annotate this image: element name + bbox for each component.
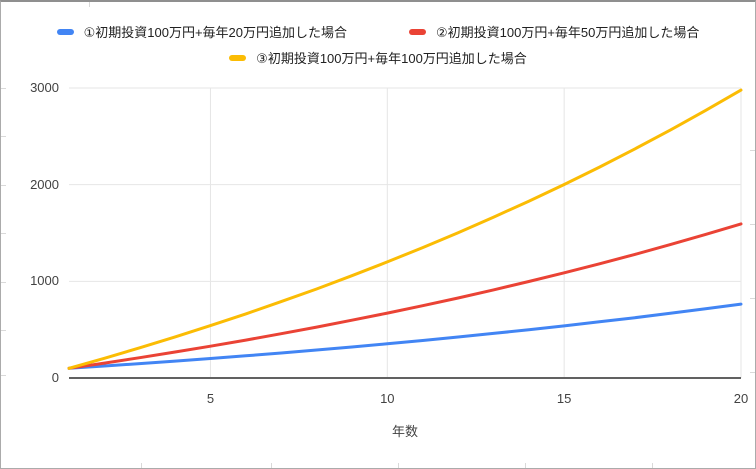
x-tick-label: 10 (380, 391, 395, 406)
x-tick-label: 5 (206, 391, 215, 406)
x-tick-label: 15 (556, 391, 572, 406)
edge-gridline-tick (1, 282, 6, 283)
edge-gridline-tick (750, 224, 755, 225)
edge-gridline-tick (1, 233, 6, 234)
edge-gridline-tick (1, 185, 6, 186)
edge-gridline-tick (398, 463, 399, 468)
y-tick-label: 3000 (30, 80, 59, 95)
edge-gridline-tick (1, 88, 6, 89)
edge-gridline-tick (1, 136, 6, 137)
edge-gridline-tick (89, 2, 90, 7)
series-line-2 (67, 222, 743, 370)
edge-gridline-tick (652, 463, 653, 468)
edge-gridline-tick (750, 150, 755, 151)
y-tick-label: 2000 (30, 176, 59, 192)
x-tick-label: 20 (733, 391, 749, 406)
edge-gridline-tick (1, 330, 6, 331)
edge-gridline-tick (1, 375, 6, 376)
series-line-3 (67, 88, 743, 370)
edge-gridline-tick (750, 372, 755, 373)
edge-gridline-tick (141, 463, 142, 468)
series-line-1 (67, 302, 743, 370)
edge-gridline-tick (750, 298, 755, 299)
y-tick-label: 0 (51, 370, 59, 385)
edge-gridline-tick (271, 463, 272, 468)
x-axis-title: 年数 (391, 424, 418, 439)
edge-gridline-tick (525, 463, 526, 468)
y-tick-label: 1000 (30, 273, 59, 289)
